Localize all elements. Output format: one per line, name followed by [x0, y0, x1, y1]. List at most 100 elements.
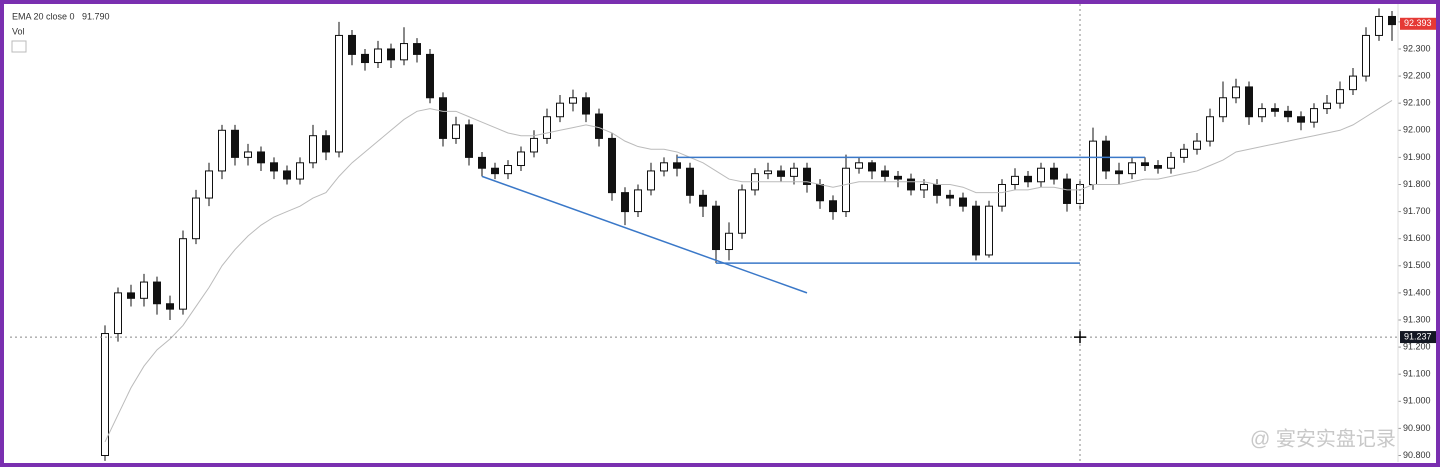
candle-body — [790, 167, 798, 177]
crosshair-label: 91.237 — [1404, 331, 1432, 341]
y-tick-label: 92.200 — [1403, 70, 1431, 80]
candle-body — [1284, 110, 1292, 118]
candle-body — [1154, 165, 1162, 169]
candle-body — [829, 200, 837, 213]
candle-body — [335, 34, 343, 153]
crosshair-badge — [1400, 331, 1436, 344]
last-price-label: 92.393 — [1404, 18, 1432, 28]
candle-body — [725, 232, 733, 251]
candle-body — [1362, 34, 1370, 77]
candle-body — [1336, 89, 1344, 104]
y-tick-label: 92.000 — [1403, 125, 1431, 135]
candle-body — [1375, 15, 1383, 36]
candle-body — [686, 167, 694, 196]
candle-body — [114, 292, 122, 335]
candle-body — [868, 162, 876, 172]
candle-body — [1258, 108, 1266, 118]
candle-body — [1102, 140, 1110, 172]
y-tick-label: 92.100 — [1403, 98, 1431, 108]
candle-body — [985, 205, 993, 256]
candle-body — [270, 162, 278, 172]
candle-body — [894, 175, 902, 180]
candle-body — [1297, 116, 1305, 123]
candle-body — [1115, 170, 1123, 175]
candle-body — [179, 238, 187, 310]
candle-body — [621, 192, 629, 213]
y-tick-label: 91.600 — [1403, 233, 1431, 243]
candle-body — [946, 194, 954, 199]
candle-body — [855, 162, 863, 169]
candle-body — [634, 189, 642, 213]
candle-body — [777, 170, 785, 177]
candle-body — [543, 116, 551, 139]
last-price-badge — [1400, 17, 1436, 30]
candle-body — [374, 48, 382, 64]
candle-body — [400, 43, 408, 61]
candle-body — [1141, 162, 1149, 167]
candle-body — [1193, 140, 1201, 150]
candle-body — [296, 162, 304, 180]
candle-body — [647, 170, 655, 191]
candle-body — [920, 183, 928, 191]
candle-body — [1180, 148, 1188, 158]
candle-body — [1024, 175, 1032, 183]
y-tick-label: 91.800 — [1403, 179, 1431, 189]
candle-body — [1167, 156, 1175, 169]
ema-label: 91.790 — [82, 11, 110, 21]
candle-body — [1388, 15, 1396, 26]
y-tick-label: 91.900 — [1403, 152, 1431, 162]
y-tick-label: 90.800 — [1403, 450, 1431, 460]
y-tick-label: 91.500 — [1403, 260, 1431, 270]
candle-body — [478, 156, 486, 169]
candle-body — [244, 151, 252, 158]
sub-legend: Vol — [12, 26, 25, 36]
candle-body — [101, 333, 109, 456]
candle-body — [127, 292, 135, 299]
candle-body — [322, 135, 330, 153]
candle-body — [140, 281, 148, 299]
candle-body — [387, 48, 395, 61]
y-tick-label: 91.000 — [1403, 396, 1431, 406]
crosshair-cursor — [1074, 331, 1086, 344]
candle-body — [1050, 167, 1058, 180]
y-tick-label: 92.300 — [1403, 43, 1431, 53]
candle-body — [959, 197, 967, 207]
y-tick-label: 91.200 — [1403, 341, 1431, 351]
candle-body — [192, 197, 200, 240]
candle-body — [257, 151, 265, 164]
candle-body — [1310, 108, 1318, 123]
candle-body — [699, 194, 707, 207]
candle-body — [660, 162, 668, 172]
candle-body — [764, 170, 772, 175]
y-tick-label: 91.700 — [1403, 206, 1431, 216]
candle-body — [933, 183, 941, 196]
candle-body — [738, 189, 746, 234]
candle-body — [582, 97, 590, 115]
candle-body — [556, 102, 564, 118]
candle-body — [569, 97, 577, 104]
candle-body — [166, 303, 174, 310]
candle-body — [1011, 175, 1019, 185]
candle-body — [595, 113, 603, 139]
candle-body — [816, 183, 824, 202]
collapse-button[interactable] — [11, 40, 27, 53]
candle-body — [1219, 97, 1227, 118]
candle-body — [153, 281, 161, 305]
y-tick-label: 91.400 — [1403, 287, 1431, 297]
candle-body — [283, 170, 291, 180]
candle-body — [361, 53, 369, 64]
candle-body — [1271, 108, 1279, 112]
candle-body — [413, 43, 421, 55]
candle-body — [348, 34, 356, 55]
candle-body — [712, 205, 720, 251]
candle-body — [907, 178, 915, 191]
candle-body — [1323, 102, 1331, 110]
candle-body — [1349, 75, 1357, 91]
candle-body — [491, 167, 499, 175]
candle-body — [426, 53, 434, 99]
watermark: @ 宴安实盘记录 — [1250, 427, 1396, 450]
candle-body — [1037, 167, 1045, 183]
candle-body — [842, 167, 850, 213]
candle-body — [1063, 178, 1071, 204]
